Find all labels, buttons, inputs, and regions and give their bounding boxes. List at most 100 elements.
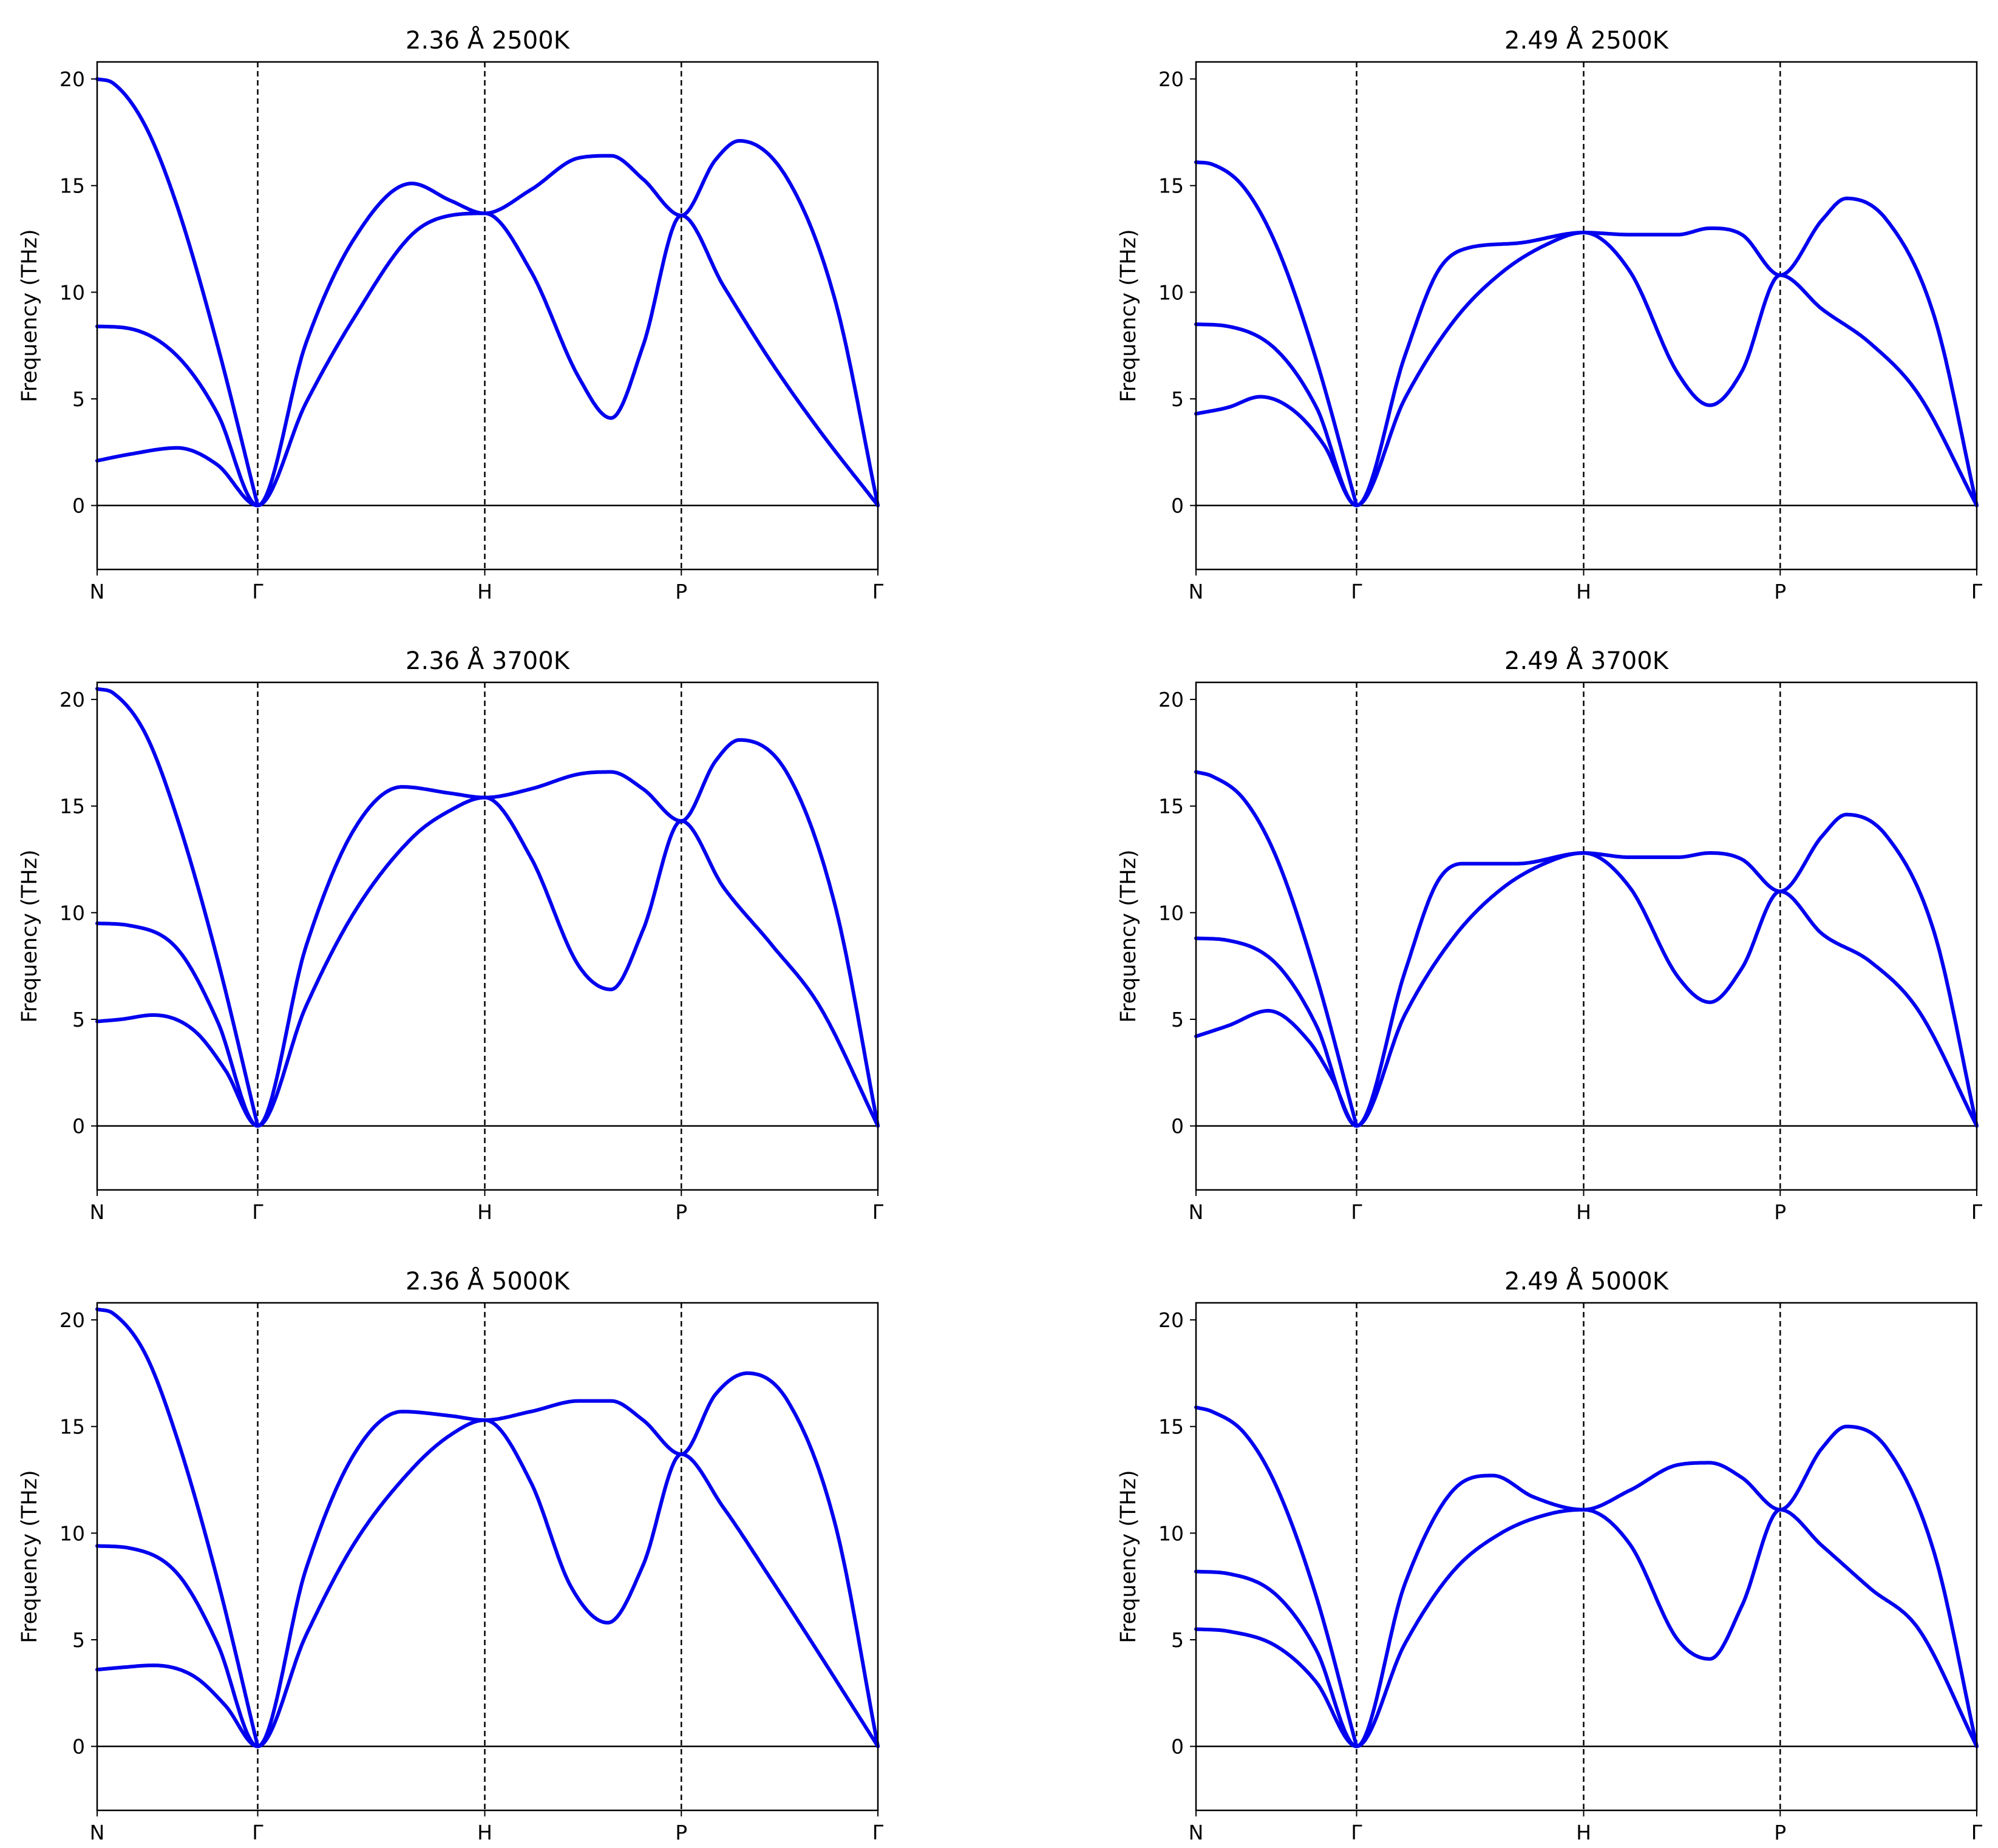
x-tick-label: Γ: [872, 580, 884, 603]
y-tick-label: 0: [1171, 1735, 1184, 1759]
phonon-branch-3: [95, 1307, 260, 1748]
axes-frame: [96, 1302, 879, 1812]
x-tick-label: Γ: [1971, 1821, 1983, 1844]
y-tick-label: 10: [1158, 280, 1184, 304]
x-tick-label: Γ: [252, 580, 263, 603]
y-tick-label: 15: [59, 795, 85, 818]
phonon-branch-3: [1194, 770, 1359, 1128]
chart-panel-2: 2.49 Å 2500K Frequency (THz) 0 5 10 15 20 N Γ H P Γ: [1116, 25, 1983, 603]
x-tick-label: N: [1189, 1200, 1204, 1224]
x-tick-label: Γ: [252, 1821, 263, 1844]
chart-panel-4: 2.49 Å 3700K Frequency (THz) 0 5 10 15 20 N Γ H P Γ: [1116, 646, 1983, 1224]
y-tick-label: 5: [1171, 387, 1184, 411]
x-tick-label: P: [675, 1200, 687, 1224]
x-tick-label: P: [1774, 580, 1786, 603]
y-axis-label: Frequency (THz): [1116, 1470, 1141, 1643]
phonon-branch-2: [95, 139, 880, 508]
phonon-branch-2: [1194, 812, 1979, 1128]
y-tick-label: 15: [1158, 174, 1184, 198]
phonon-branch-1: [1194, 851, 1979, 1128]
x-tick-label: Γ: [1971, 580, 1983, 603]
x-tick-label: N: [1189, 580, 1204, 603]
x-tick-label: P: [675, 580, 687, 603]
x-tick-label: Γ: [872, 1200, 884, 1224]
x-tick-label: N: [1189, 1821, 1204, 1844]
y-tick-label: 20: [1158, 67, 1184, 91]
y-axis-label: Frequency (THz): [1116, 849, 1141, 1022]
y-axis-label: Frequency (THz): [1116, 229, 1141, 402]
y-tick-label: 0: [1171, 494, 1184, 518]
y-tick-label: 5: [1171, 1628, 1184, 1652]
x-tick-label: Γ: [1351, 580, 1362, 603]
axes-frame: [1195, 61, 1978, 571]
x-tick-label: Γ: [1351, 1821, 1362, 1844]
axes-frame: [1195, 1302, 1978, 1812]
y-tick-label: 0: [72, 1115, 85, 1138]
chart-panel-5: 2.36 Å 5000K Frequency (THz) 0 5 10 15 20 N Γ H P Γ: [18, 1266, 884, 1844]
chart-title: 2.49 Å 2500K: [1504, 25, 1670, 55]
y-tick-label: 20: [59, 67, 85, 91]
y-tick-label: 10: [59, 901, 85, 925]
y-tick-label: 20: [1158, 1308, 1184, 1332]
x-tick-label: P: [675, 1821, 687, 1844]
y-tick-label: 10: [1158, 901, 1184, 925]
x-tick-label: H: [1576, 1821, 1591, 1844]
phonon-branch-1: [95, 211, 880, 508]
phonon-branch-3: [95, 687, 260, 1128]
chart-title: 2.49 Å 3700K: [1504, 646, 1670, 675]
y-axis-label: Frequency (THz): [18, 229, 42, 402]
phonon-branch-2: [95, 1371, 880, 1748]
y-tick-label: 20: [1158, 688, 1184, 712]
x-tick-label: N: [90, 1821, 105, 1844]
y-tick-label: 20: [59, 688, 85, 712]
y-tick-label: 15: [59, 174, 85, 198]
x-tick-label: H: [477, 580, 492, 603]
phonon-branch-3: [1194, 1405, 1359, 1748]
chart-title: 2.36 Å 5000K: [406, 1266, 571, 1296]
y-tick-label: 0: [72, 1735, 85, 1759]
x-tick-label: P: [1774, 1200, 1786, 1224]
y-tick-label: 15: [1158, 1415, 1184, 1439]
axes-frame: [96, 61, 879, 571]
y-tick-label: 0: [1171, 1115, 1184, 1138]
chart-title: 2.36 Å 3700K: [406, 646, 571, 675]
x-tick-label: H: [477, 1821, 492, 1844]
chart-panel-1: 2.36 Å 2500K Frequency (THz) 0 5 10 15 20 N Γ H P Γ: [18, 25, 884, 603]
y-tick-label: 5: [72, 1008, 85, 1031]
x-tick-label: H: [477, 1200, 492, 1224]
y-tick-label: 10: [59, 1521, 85, 1545]
x-tick-label: Γ: [872, 1821, 884, 1844]
y-axis-label: Frequency (THz): [18, 849, 42, 1022]
phonon-branch-1: [1194, 1507, 1979, 1748]
y-tick-label: 15: [59, 1415, 85, 1439]
phonon-branch-3: [95, 77, 260, 508]
chart-title: 2.36 Å 2500K: [406, 25, 571, 55]
axes-frame: [96, 681, 879, 1191]
axes-frame: [1195, 681, 1978, 1191]
y-tick-label: 5: [72, 1628, 85, 1652]
x-tick-label: P: [1774, 1821, 1786, 1844]
phonon-branch-1: [95, 795, 880, 1128]
y-tick-label: 5: [72, 387, 85, 411]
chart-title: 2.49 Å 5000K: [1504, 1266, 1670, 1296]
x-tick-label: Γ: [1351, 1200, 1362, 1224]
phonon-branch-1: [95, 1418, 880, 1748]
x-tick-label: N: [90, 580, 105, 603]
x-tick-label: N: [90, 1200, 105, 1224]
y-tick-label: 15: [1158, 795, 1184, 818]
y-axis-label: Frequency (THz): [18, 1470, 42, 1643]
x-tick-label: Γ: [252, 1200, 263, 1224]
phonon-branch-2: [95, 738, 880, 1128]
y-tick-label: 20: [59, 1308, 85, 1332]
x-tick-label: H: [1576, 580, 1591, 603]
y-tick-label: 10: [59, 280, 85, 304]
x-tick-label: H: [1576, 1200, 1591, 1224]
phonon-branch-2: [1194, 196, 1979, 508]
y-tick-label: 10: [1158, 1521, 1184, 1545]
chart-panel-3: 2.36 Å 3700K Frequency (THz) 0 5 10 15 20 N Γ H P Γ: [18, 646, 884, 1224]
chart-panel-6: 2.49 Å 5000K Frequency (THz) 0 5 10 15 20 N Γ H P Γ: [1116, 1266, 1983, 1844]
y-tick-label: 0: [72, 494, 85, 518]
y-tick-label: 5: [1171, 1008, 1184, 1031]
phonon-branch-3: [1194, 160, 1359, 508]
